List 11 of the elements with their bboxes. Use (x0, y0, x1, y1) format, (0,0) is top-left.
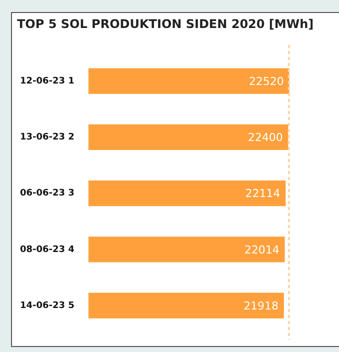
chart-title: TOP 5 SOL PRODUKTION SIDEN 2020 [MWh] (17, 17, 314, 31)
y-tick-label: 14-06-23 5 (20, 300, 74, 311)
data-label: 21918 (244, 299, 279, 312)
data-label: 22014 (244, 243, 280, 256)
y-tick-label: 08-06-23 4 (20, 244, 74, 255)
y-tick-label: 12-06-23 1 (20, 76, 74, 86)
data-label: 22114 (245, 187, 280, 200)
y-tick-label: 13-06-23 2 (20, 132, 74, 143)
data-label: 22520 (248, 74, 284, 88)
y-tick-label: 06-06-23 3 (20, 188, 74, 199)
data-label: 22400 (248, 131, 283, 144)
